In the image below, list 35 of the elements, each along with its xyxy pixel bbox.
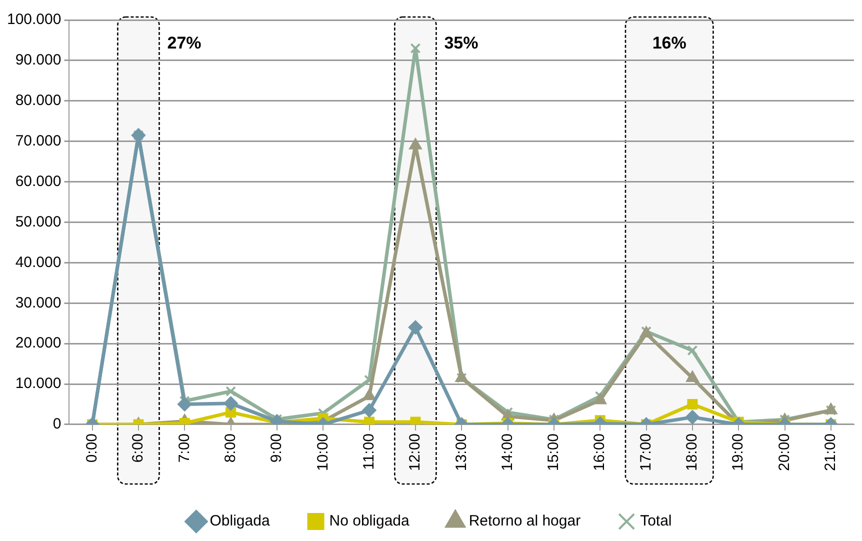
legend-label: Total (640, 512, 672, 530)
x-tick-label: 20:00 (776, 433, 793, 472)
band-label: 16% (652, 34, 686, 53)
y-tick-label: 70.000 (15, 132, 62, 150)
x-tick-label: 15:00 (545, 433, 562, 472)
x-tick-label: 8:00 (222, 433, 239, 463)
legend-label: No obligada (329, 512, 410, 530)
band-label: 27% (167, 34, 202, 53)
x-tick-label: 11:00 (360, 433, 378, 470)
y-tick-label: 100.000 (6, 11, 62, 28)
x-tick-label: 19:00 (730, 433, 747, 472)
x-tick-label: 21:00 (822, 433, 840, 472)
x-tick-label: 7:00 (176, 433, 193, 463)
x-tick-label: 9:00 (268, 433, 286, 463)
legend-label: Obligada (210, 512, 270, 530)
band-label: 35% (444, 34, 478, 53)
x-tick-label: 6:00 (130, 433, 147, 463)
y-tick-label: 90.000 (15, 52, 62, 69)
y-tick-label: 10.000 (15, 375, 62, 392)
x-tick-label: 0:00 (83, 433, 100, 463)
y-tick-label: 30.000 (15, 294, 62, 312)
x-tick-label: 17:00 (637, 433, 654, 472)
x-tick-label: 12:00 (406, 433, 424, 472)
y-tick-label: 20.000 (15, 334, 62, 352)
legend-label: Retorno al hogar (468, 512, 581, 530)
x-tick-label: 13:00 (452, 433, 470, 472)
y-tick-label: 0 (52, 416, 62, 433)
y-tick-label: 40.000 (15, 254, 62, 271)
y-tick-label: 50.000 (15, 213, 62, 230)
x-tick-label: 16:00 (591, 433, 608, 472)
y-tick-label: 80.000 (15, 92, 62, 110)
x-tick-label: 14:00 (498, 433, 516, 472)
x-tick-label: 10:00 (314, 433, 332, 472)
x-tick-label: 18:00 (684, 433, 701, 472)
y-tick-label: 60.000 (15, 172, 62, 190)
